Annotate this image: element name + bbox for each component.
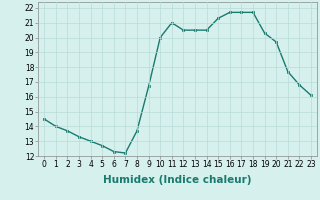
X-axis label: Humidex (Indice chaleur): Humidex (Indice chaleur) [103,175,252,185]
